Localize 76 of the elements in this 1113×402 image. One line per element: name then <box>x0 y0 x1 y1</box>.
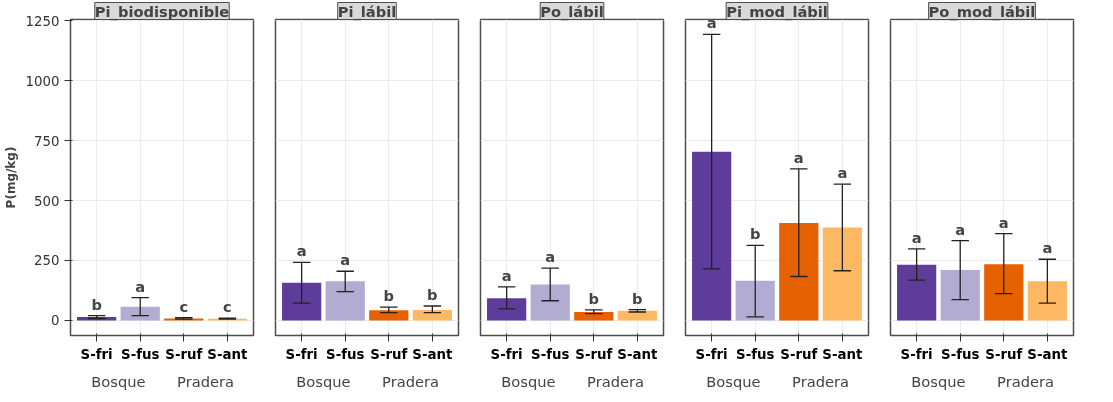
bar <box>984 264 1024 321</box>
x-tick-label: S-ruf <box>985 346 1023 362</box>
y-tick-label: 250 <box>34 253 60 269</box>
x-tick-label: S-fri <box>490 346 523 362</box>
annotation: a <box>340 251 351 269</box>
y-tick-label: 0 <box>51 313 60 329</box>
text: Bosque <box>296 372 351 390</box>
bar <box>940 270 980 321</box>
bar <box>282 282 322 321</box>
annotation: a <box>837 164 848 182</box>
annotation: b <box>383 287 395 305</box>
x-tick-label: S-ant <box>822 346 863 362</box>
bar <box>412 310 452 321</box>
annotation: c <box>223 298 232 316</box>
x-tick-label: S-ruf <box>165 346 203 362</box>
x-tick-label: S-ant <box>1027 346 1068 362</box>
bar <box>735 280 775 321</box>
annotation: c <box>179 297 189 315</box>
x-tick-label: S-ant <box>207 346 248 362</box>
annotation: a <box>706 14 717 32</box>
annotation: a <box>793 148 804 166</box>
y-tick-label: 500 <box>34 193 60 209</box>
annotation: a <box>911 228 922 246</box>
x-tick-label: S-ruf <box>575 346 613 362</box>
annotation: a <box>135 277 146 295</box>
x-tick-label: S-fri <box>80 346 113 362</box>
bar <box>325 281 365 321</box>
bar <box>897 264 937 321</box>
text: Pradera <box>177 372 235 390</box>
annotation: b <box>588 289 600 307</box>
text: Pradera <box>997 372 1055 390</box>
text: Bosque <box>501 372 556 390</box>
x-tick-label: S-ant <box>617 346 658 362</box>
text: Pradera <box>792 372 850 390</box>
x-tick-label: S-ruf <box>780 346 818 362</box>
annotation: a <box>296 242 307 260</box>
x-tick-label: S-fri <box>285 346 318 362</box>
x-tick-label: S-fus <box>941 346 980 362</box>
annotation: a <box>955 220 966 238</box>
text: Bosque <box>91 372 146 390</box>
bar <box>574 312 614 321</box>
y-axis-title: P(mg/kg) <box>3 146 18 209</box>
text: Bosque <box>911 372 966 390</box>
x-tick-label: S-fus <box>531 346 570 362</box>
annotation: b <box>749 225 761 243</box>
text: Bosque <box>706 372 761 390</box>
annotation: a <box>1042 239 1053 257</box>
x-tick-label: S-fri <box>900 346 933 362</box>
x-tick-label: S-fus <box>121 346 160 362</box>
x-tick-label: S-ant <box>412 346 453 362</box>
annotation: a <box>998 213 1009 231</box>
annotation: b <box>91 295 102 313</box>
bar <box>1027 281 1067 321</box>
annotation: b <box>632 289 643 307</box>
bar <box>369 310 409 321</box>
annotation: a <box>501 266 512 284</box>
text: Pradera <box>587 372 645 390</box>
y-tick-label: 1000 <box>25 73 60 89</box>
chart-title: Po_mod_lábil <box>928 2 1036 21</box>
y-tick-label: 1250 <box>25 13 60 29</box>
chart-title: Pi_biodisponible <box>94 2 230 21</box>
bar <box>822 227 862 321</box>
x-tick-label: S-fri <box>695 346 728 362</box>
x-tick-label: S-fus <box>736 346 775 362</box>
annotation: b <box>427 286 438 304</box>
bar <box>692 151 732 321</box>
text: Pradera <box>382 372 440 390</box>
bar <box>487 298 527 321</box>
annotation: a <box>545 248 556 266</box>
bar <box>779 223 819 321</box>
y-tick-label: 750 <box>34 133 60 149</box>
x-tick-label: S-ruf <box>370 346 408 362</box>
x-tick-label: S-fus <box>326 346 365 362</box>
chart-title: Po_lábil <box>540 2 604 21</box>
chart-title: Pi_lábil <box>337 2 397 21</box>
bar <box>530 284 570 321</box>
